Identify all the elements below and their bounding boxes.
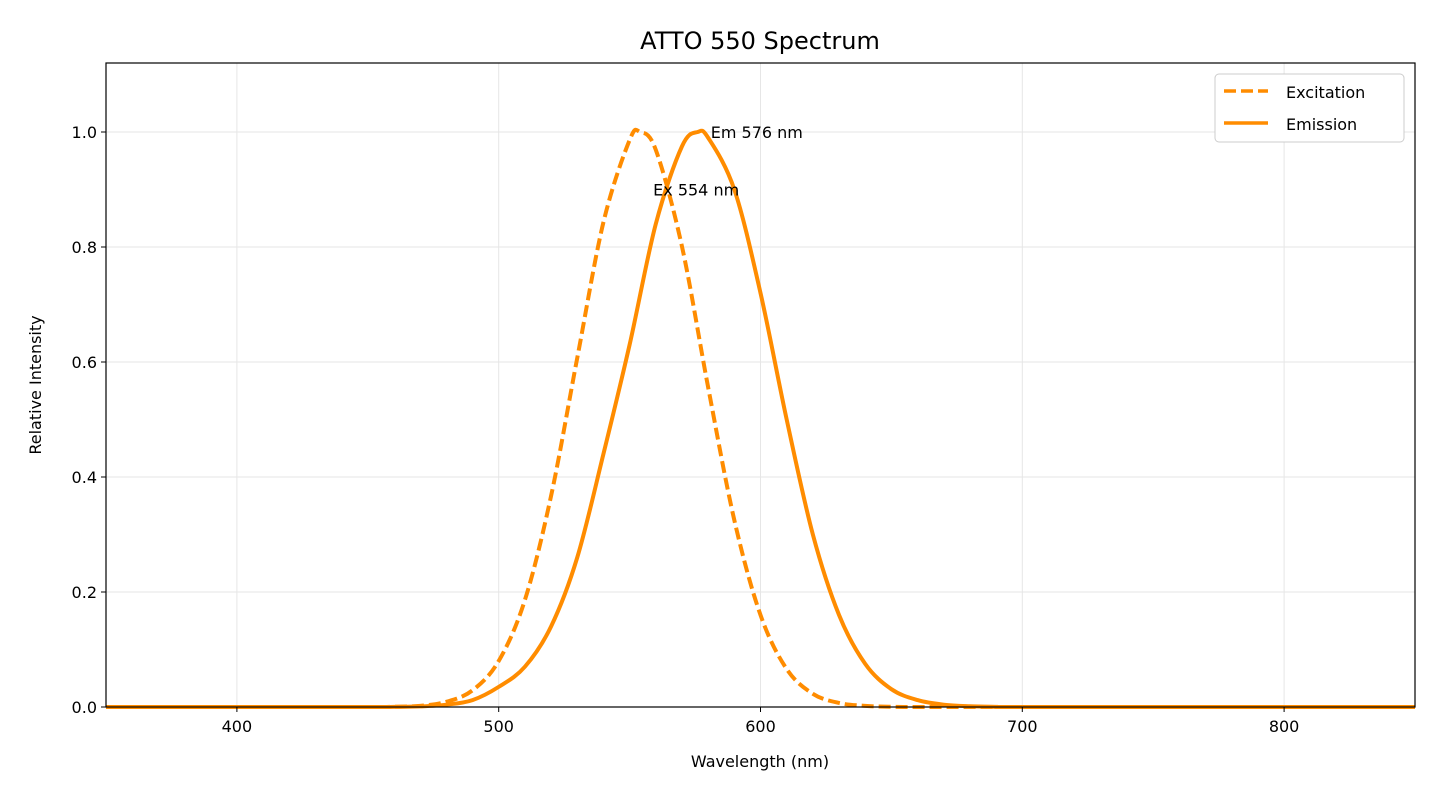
y-tick-label: 0.0: [72, 698, 97, 717]
x-tick-label: 700: [1007, 717, 1038, 736]
y-tick-label: 1.0: [72, 123, 97, 142]
x-tick-label: 400: [222, 717, 253, 736]
y-tick-label: 0.2: [72, 583, 97, 602]
y-tick-label: 0.4: [72, 468, 97, 487]
x-tick-label: 800: [1269, 717, 1300, 736]
legend-emission-label: Emission: [1286, 115, 1357, 134]
x-tick-label: 600: [745, 717, 776, 736]
chart-title: ATTO 550 Spectrum: [640, 27, 880, 55]
ticks: 400 500 600 700 800 0.0 0.2 0.4 0.6 0.8 1.0: [72, 123, 1300, 736]
series-group: [106, 127, 1415, 710]
y-tick-label: 0.6: [72, 353, 97, 372]
x-tick-label: 500: [483, 717, 514, 736]
y-axis-label: Relative Intensity: [26, 315, 45, 454]
y-tick-label: 0.8: [72, 238, 97, 257]
emission-line: [106, 128, 1415, 710]
peak-annotation: Ex 554 nm: [653, 181, 739, 200]
legend: Excitation Emission: [1214, 73, 1405, 143]
annotations: Em 576 nm Ex 554 nm: [653, 123, 803, 200]
peak-annotation: Em 576 nm: [711, 123, 803, 142]
legend-excitation-label: Excitation: [1286, 83, 1365, 102]
x-axis-label: Wavelength (nm): [691, 752, 829, 771]
